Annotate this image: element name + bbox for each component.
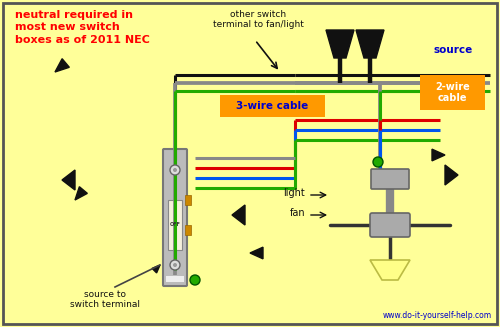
Text: www.do-it-yourself-help.com: www.do-it-yourself-help.com xyxy=(383,311,492,320)
Polygon shape xyxy=(445,165,458,185)
Polygon shape xyxy=(334,44,346,57)
FancyBboxPatch shape xyxy=(370,213,410,237)
Text: other switch
terminal to fan/light: other switch terminal to fan/light xyxy=(212,10,304,29)
Polygon shape xyxy=(55,59,70,72)
Polygon shape xyxy=(62,170,75,190)
Bar xyxy=(185,225,191,235)
Polygon shape xyxy=(364,44,376,57)
Polygon shape xyxy=(326,30,354,58)
FancyBboxPatch shape xyxy=(163,149,187,286)
FancyBboxPatch shape xyxy=(220,95,325,117)
FancyBboxPatch shape xyxy=(420,75,485,110)
Text: 2-wire
cable: 2-wire cable xyxy=(435,82,470,103)
Polygon shape xyxy=(356,30,384,58)
FancyBboxPatch shape xyxy=(371,169,409,189)
Circle shape xyxy=(373,157,383,167)
Text: light: light xyxy=(283,188,305,198)
Polygon shape xyxy=(432,149,445,161)
Text: 3-wire cable: 3-wire cable xyxy=(236,101,308,111)
Circle shape xyxy=(173,168,177,172)
Polygon shape xyxy=(232,205,245,225)
Bar xyxy=(166,276,184,282)
Text: source: source xyxy=(434,45,472,55)
Text: fan: fan xyxy=(290,208,305,218)
Circle shape xyxy=(190,275,200,285)
Polygon shape xyxy=(370,260,410,280)
Circle shape xyxy=(170,260,180,270)
Circle shape xyxy=(173,263,177,267)
Polygon shape xyxy=(250,247,263,259)
Polygon shape xyxy=(152,265,160,273)
Circle shape xyxy=(170,165,180,175)
Bar xyxy=(185,195,191,205)
Bar xyxy=(168,200,182,250)
Text: source to
switch terminal: source to switch terminal xyxy=(70,290,140,309)
Text: neutral required in
most new switch
boxes as of 2011 NEC: neutral required in most new switch boxe… xyxy=(15,10,150,45)
Text: OFF: OFF xyxy=(170,222,180,228)
Polygon shape xyxy=(75,187,88,200)
